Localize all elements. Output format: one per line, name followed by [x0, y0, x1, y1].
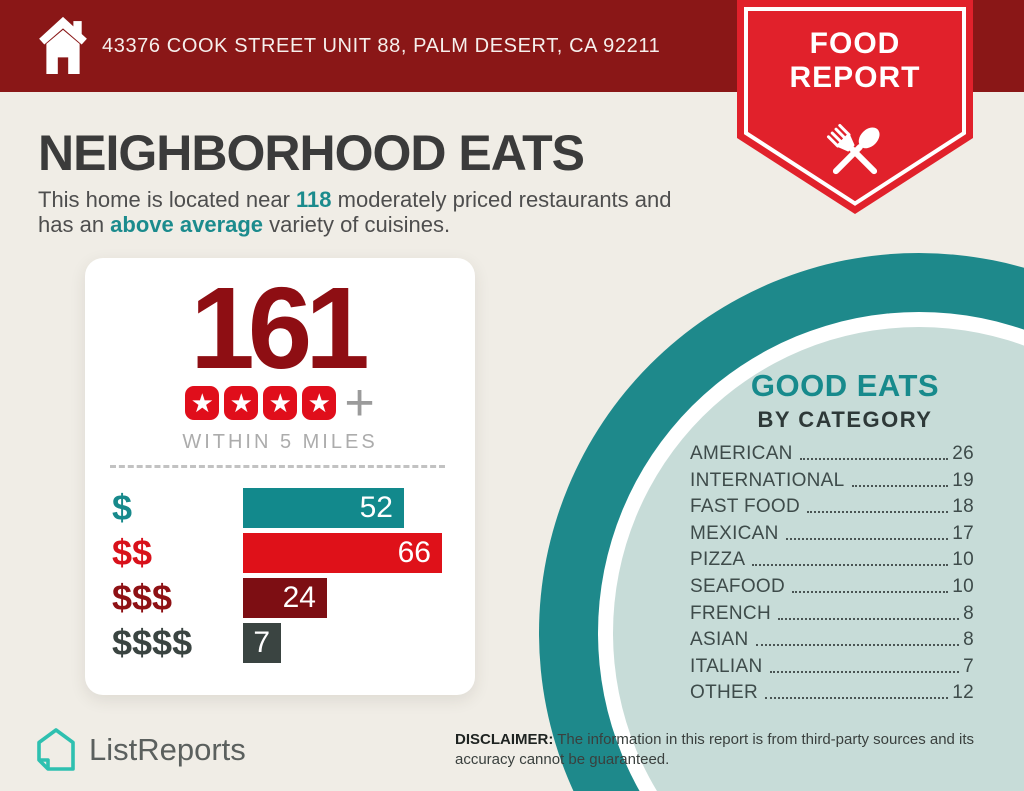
category-count: 26 — [952, 443, 974, 464]
price-bar-chart: $52 $$ 66 $$$ 24 $$$$ 7 — [85, 488, 475, 673]
category-count: 10 — [952, 575, 974, 597]
category-label: MEXICAN — [690, 522, 779, 544]
total-restaurants: 161 — [190, 263, 370, 393]
star-rating: ★ ★ ★ ★ + — [85, 374, 475, 432]
bar: 24 — [243, 578, 327, 618]
price-level-label: $$$$ — [112, 622, 193, 663]
disclaimer: DISCLAIMER: The information in this repo… — [455, 730, 1000, 770]
dotted-leader — [851, 484, 949, 487]
category-label: FRENCH — [690, 602, 771, 624]
badge-line1: FOOD — [810, 27, 901, 60]
category-count: 8 — [963, 629, 974, 651]
price-level-label: $$ — [112, 532, 153, 573]
category-row: ASIAN 8 — [690, 630, 974, 650]
dotted-leader — [785, 537, 949, 540]
bar-row: $$$$ 7 — [85, 623, 475, 663]
category-count: 7 — [963, 655, 974, 677]
food-report-badge: FOOD REPORT — [737, 0, 973, 214]
listreports-wordmark: ListReports — [89, 732, 246, 767]
bar-row: $$$ 24 — [85, 578, 475, 618]
star-icon: ★ — [302, 386, 337, 420]
category-count: 18 — [952, 496, 974, 518]
bar: 7 — [243, 623, 281, 663]
dotted-leader — [807, 511, 949, 514]
price-level-label: $ — [112, 487, 133, 528]
disclaimer-text: The information in this report is from t… — [455, 731, 975, 768]
dotted-leader — [755, 644, 960, 647]
category-count: 10 — [952, 549, 974, 571]
bar: 66 — [243, 533, 442, 573]
category-row: FAST FOOD 18 — [690, 497, 974, 517]
category-label: FAST FOOD — [690, 496, 801, 518]
category-count: 19 — [952, 469, 974, 491]
category-row: ITALIAN 7 — [690, 655, 974, 677]
category-row: INTERNATIONAL 19 — [690, 469, 974, 491]
dotted-leader — [765, 697, 949, 700]
category-label: INTERNATIONAL — [690, 469, 845, 491]
category-label: AMERICAN — [690, 443, 793, 464]
category-row: MEXICAN 17 — [690, 522, 974, 544]
spoon-fork-icon — [826, 123, 880, 175]
dotted-leader — [799, 458, 949, 460]
star-tiles: ★ ★ ★ ★ — [185, 386, 337, 420]
category-label: OTHER — [690, 682, 758, 704]
category-row: AMERICAN 26 — [690, 444, 974, 464]
bar: 52 — [243, 488, 404, 528]
category-label: SEAFOOD — [690, 575, 786, 597]
dotted-leader — [777, 617, 960, 620]
listreports-house-icon — [37, 728, 75, 771]
bar-row: $$ 66 — [85, 533, 475, 573]
summary-card: 161 ★ ★ ★ ★ + WITHIN 5 MILES $52 $$ 66 $$$ 24 $$… — [85, 258, 475, 695]
category-label: PIZZA — [690, 549, 746, 571]
dotted-leader — [769, 670, 960, 673]
category-label: ASIAN — [690, 629, 749, 651]
dotted-leader — [752, 564, 949, 567]
intro-pre: This home is located near — [38, 187, 297, 212]
dotted-leader — [792, 590, 949, 593]
category-count: 12 — [952, 682, 974, 704]
category-label: ITALIAN — [690, 655, 763, 677]
badge-line2: REPORT — [789, 61, 920, 94]
bar-row: $52 — [85, 488, 475, 528]
category-count: 8 — [963, 602, 974, 624]
radius-label: WITHIN 5 MILES — [182, 431, 378, 453]
intro-mid: moderately priced restaurants and has an — [38, 187, 672, 237]
category-count: 17 — [952, 522, 974, 544]
disclaimer-label: DISCLAIMER: — [455, 731, 554, 748]
good-eats-list: AMERICAN 26 INTERNATIONAL 19 FAST FOOD 18 MEXI… — [690, 444, 974, 703]
star-icon: ★ — [224, 386, 259, 420]
star-icon: ★ — [185, 386, 220, 420]
page-title: NEIGHBORHOOD EATS — [38, 125, 585, 181]
intro-post: variety of cuisines. — [263, 212, 451, 237]
price-level-label: $$$ — [112, 577, 173, 618]
good-eats-header: GOOD EATS BY CATEGORY — [700, 368, 990, 433]
good-eats-subtitle: BY CATEGORY — [757, 407, 933, 432]
home-icon — [39, 16, 87, 75]
listreports-logo: ListReports — [34, 727, 246, 773]
category-row: FRENCH 8 — [690, 602, 974, 624]
star-icon: ★ — [263, 386, 298, 420]
property-address: 43376 COOK STREET UNIT 88, PALM DESERT, … — [102, 34, 661, 57]
variety-highlight: above average — [110, 212, 264, 237]
category-row: OTHER 12 — [690, 683, 974, 703]
category-row: SEAFOOD 10 — [690, 575, 974, 597]
restaurant-count: 118 — [296, 187, 332, 212]
intro-text: This home is located near 118 moderately… — [38, 187, 713, 237]
good-eats-title: GOOD EATS — [750, 368, 940, 403]
category-row: PIZZA 10 — [690, 550, 974, 570]
plus-sign: + — [344, 374, 375, 432]
dashed-divider — [110, 465, 445, 468]
